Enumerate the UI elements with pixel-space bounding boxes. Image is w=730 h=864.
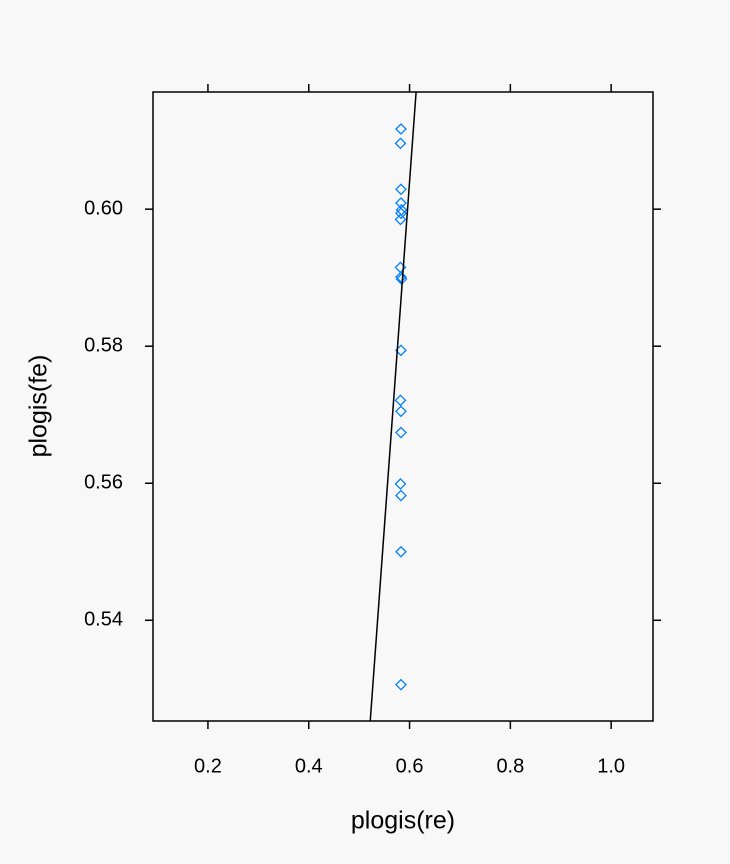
point (394, 137, 407, 150)
x-tick-label: 1.0 (597, 755, 625, 777)
x-tick-label: 0.2 (194, 755, 222, 777)
y-tick-label: 0.60 (84, 197, 123, 219)
plot-frame (152, 91, 654, 722)
y-tick-label: 0.54 (84, 609, 123, 631)
y-tick-label: 0.58 (84, 334, 123, 356)
point (395, 183, 407, 196)
point (395, 678, 407, 691)
point (395, 405, 407, 418)
y-axis-title: plogis(fe) (25, 355, 53, 458)
x-axis-title: plogis(re) (351, 807, 455, 835)
point (395, 426, 407, 439)
x-tick-label: 0.8 (496, 755, 524, 777)
fit-line (369, 91, 417, 722)
point (395, 271, 407, 283)
x-tick-label: 0.6 (396, 755, 424, 777)
point (395, 545, 407, 558)
point (394, 478, 407, 490)
point (395, 123, 407, 135)
y-tick-label: 0.56 (84, 472, 123, 494)
point (395, 207, 407, 220)
point (395, 489, 407, 502)
point (394, 213, 407, 226)
point (394, 394, 407, 407)
x-tick-label: 0.4 (295, 755, 323, 777)
